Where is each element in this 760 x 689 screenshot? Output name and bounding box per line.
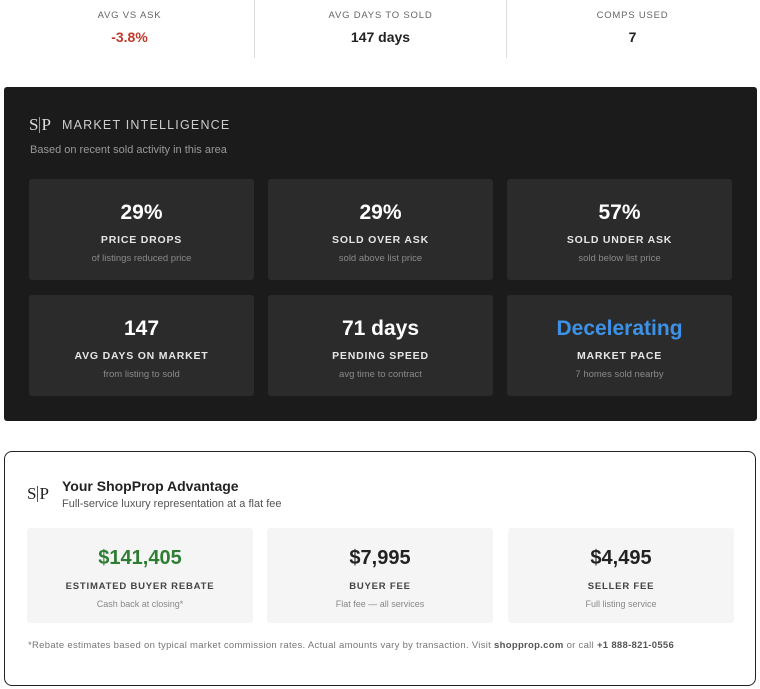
disclaimer-text: *Rebate estimates based on typical marke…	[28, 640, 495, 651]
divider	[506, 0, 507, 58]
card-label: ESTIMATED BUYER REBATE	[65, 581, 215, 592]
stat-card: 29% SOLD OVER ASK sold above list price	[268, 179, 493, 280]
panel-subtitle: Based on recent sold activity in this ar…	[30, 144, 227, 156]
card-label: PENDING SPEED	[332, 350, 429, 362]
disclaimer: *Rebate estimates based on typical marke…	[28, 638, 728, 653]
panel-title: Your ShopProp Advantage	[62, 478, 239, 494]
card-note: Flat fee — all services	[335, 599, 425, 609]
card-label: SOLD UNDER ASK	[566, 234, 673, 246]
card-note: sold above list price	[338, 253, 423, 264]
panel-title: MARKET INTELLIGENCE	[62, 118, 231, 132]
card-value: $141,405	[98, 547, 182, 569]
card-value: $4,495	[590, 547, 652, 569]
card-note: sold below list price	[578, 253, 661, 264]
stat-card: 71 days PENDING SPEED avg time to contract	[268, 295, 493, 396]
logo-letter: S	[29, 115, 39, 134]
logo-letter: S	[27, 484, 37, 503]
panel-subtitle: Full-service luxury representation at a …	[62, 498, 282, 510]
card-label: BUYER FEE	[349, 581, 411, 592]
card-note: Cash back at closing*	[96, 599, 184, 609]
card-value: 147	[123, 317, 160, 340]
stat-value: -3.8%	[111, 29, 148, 45]
card-value: Decelerating	[556, 317, 683, 340]
stat-card: 29% PRICE DROPS of listings reduced price	[29, 179, 254, 280]
card-label: SELLER FEE	[587, 581, 655, 592]
card-label: MARKET PACE	[576, 350, 663, 362]
website-link: shopprop.com	[494, 640, 564, 651]
summary-stat: AVG DAYS TO SOLD 147 days	[255, 0, 506, 58]
divider	[254, 0, 255, 58]
stat-card: Decelerating MARKET PACE 7 homes sold near…	[507, 295, 732, 396]
summary-stat: COMPS USED 7	[507, 0, 758, 58]
card-value: 29%	[359, 201, 402, 224]
card-label: AVG DAYS ON MARKET	[74, 350, 209, 362]
card-value: 57%	[598, 201, 641, 224]
card-value: 29%	[120, 201, 163, 224]
logo-letter: P	[41, 115, 51, 134]
card-note: from listing to sold	[103, 369, 180, 380]
stat-card: $141,405 ESTIMATED BUYER REBATE Cash back …	[27, 528, 253, 623]
stat-label: COMPS USED	[596, 10, 669, 21]
stat-card: $7,995 BUYER FEE Flat fee — all services	[267, 528, 493, 623]
card-note: of listings reduced price	[91, 253, 192, 264]
card-note: Full listing service	[585, 599, 657, 609]
card-note: 7 homes sold nearby	[575, 369, 664, 380]
logo-letter: P	[39, 484, 49, 503]
stat-card: 57% SOLD UNDER ASK sold below list price	[507, 179, 732, 280]
card-label: SOLD OVER ASK	[332, 234, 429, 246]
stat-label: AVG VS ASK	[97, 10, 162, 21]
stat-card: 147 AVG DAYS ON MARKET from listing to sol…	[29, 295, 254, 396]
summary-stat: AVG VS ASK -3.8%	[4, 0, 255, 58]
stat-card: $4,495 SELLER FEE Full listing service	[508, 528, 734, 623]
disclaimer-text: or call	[563, 640, 597, 651]
stat-value: 7	[628, 29, 637, 45]
card-value: $7,995	[349, 547, 411, 569]
card-note: avg time to contract	[339, 369, 422, 380]
stat-label: AVG DAYS TO SOLD	[328, 10, 433, 21]
card-label: PRICE DROPS	[100, 234, 183, 246]
card-value: 71 days	[341, 317, 420, 340]
stat-value: 147 days	[350, 29, 411, 45]
phone-number: +1 888-821-0556	[596, 640, 675, 651]
